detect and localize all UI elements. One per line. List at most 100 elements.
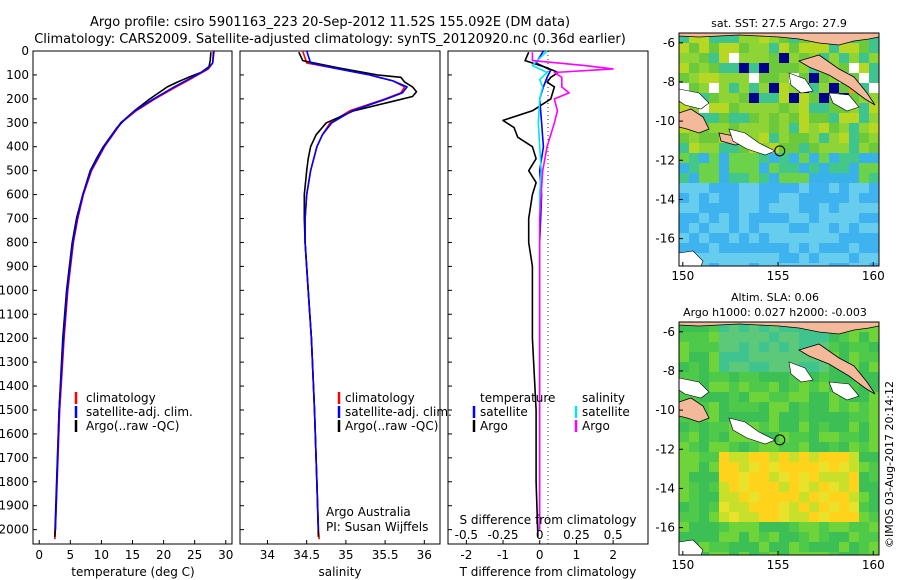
- sla-cell: [779, 322, 789, 332]
- sla-cell: [829, 452, 839, 462]
- sla-cell: [819, 472, 829, 482]
- sst-cell: [709, 193, 719, 203]
- sst-cell: [769, 173, 779, 183]
- sla-cell: [869, 392, 879, 402]
- sst-cell: [749, 173, 759, 183]
- sla-cell: [719, 502, 729, 512]
- sla-cell: [709, 322, 719, 332]
- sst-cell: [729, 63, 739, 73]
- sla-cell: [799, 342, 809, 352]
- sst-cell: [819, 123, 829, 133]
- sst-cell: [739, 263, 749, 266]
- sst-cell: [809, 193, 819, 203]
- x-tick-label: 2: [609, 548, 617, 562]
- s-tick-label: -0.5: [455, 528, 478, 542]
- sla-cell: [869, 522, 879, 532]
- sla-cell: [749, 462, 759, 472]
- sst-map-panel: sat. SST: 27.5 Argo: 27.9 -6-8-10-12-14-…: [655, 17, 884, 283]
- sst-cell: [689, 83, 699, 93]
- sst-cell: [789, 133, 799, 143]
- sst-cell: [799, 123, 809, 133]
- sla-cell: [839, 432, 849, 442]
- sst-cell: [819, 253, 829, 263]
- sst-cell: [729, 153, 739, 163]
- sla-cell: [809, 372, 819, 382]
- sst-cell: [739, 113, 749, 123]
- sst-cell: [699, 233, 709, 243]
- y-tick-label: 100: [6, 68, 29, 82]
- sla-cell: [759, 382, 769, 392]
- sst-cell: [769, 253, 779, 263]
- sla-cell: [689, 532, 699, 542]
- sst-cell: [819, 43, 829, 53]
- sla-cells: [679, 322, 879, 555]
- sst-cell: [719, 93, 729, 103]
- legend-label-t-satellite: satellite: [480, 405, 528, 419]
- sla-cell: [799, 462, 809, 472]
- sst-cell: [709, 203, 719, 213]
- sst-cell: [859, 233, 869, 243]
- sst-cell: [859, 53, 869, 63]
- sla-cell: [819, 392, 829, 402]
- sst-cell: [749, 123, 759, 133]
- x-tick-label: 155: [767, 558, 790, 572]
- sla-cell: [809, 472, 819, 482]
- sst-cell: [729, 223, 739, 233]
- x-tick-label: 25: [187, 548, 202, 562]
- sst-cell: [699, 153, 709, 163]
- x-tick-label: 150: [671, 558, 694, 572]
- sst-cell: [699, 253, 709, 263]
- sla-cell: [869, 372, 879, 382]
- sst-cell: [709, 213, 719, 223]
- sla-cell: [849, 402, 859, 412]
- sst-cell: [709, 163, 719, 173]
- sla-cell: [689, 492, 699, 502]
- sla-cell: [839, 552, 849, 555]
- sla-cell: [779, 542, 789, 552]
- sla-cell: [719, 462, 729, 472]
- sst-map-plot: [679, 33, 879, 266]
- sst-cell: [779, 123, 789, 133]
- sla-cell: [719, 472, 729, 482]
- sla-cell: [719, 512, 729, 522]
- sst-cell: [749, 223, 759, 233]
- sst-cell: [839, 233, 849, 243]
- sla-cell: [749, 362, 759, 372]
- land-mass: [828, 92, 860, 112]
- sla-cell: [869, 382, 879, 392]
- difference-xlabel-top: S difference from climatology: [460, 513, 637, 527]
- sst-cell: [849, 253, 859, 263]
- sst-cell: [819, 83, 829, 93]
- sst-cell: [699, 83, 709, 93]
- sst-cell: [689, 103, 699, 113]
- sst-cell: [859, 263, 869, 266]
- sst-cell: [769, 233, 779, 243]
- sst-cell: [869, 243, 879, 253]
- sst-cell: [859, 213, 869, 223]
- sst-cell: [839, 143, 849, 153]
- sst-cell: [829, 223, 839, 233]
- sla-cell: [739, 322, 749, 332]
- land-mass: [679, 377, 710, 399]
- sst-cell: [719, 123, 729, 133]
- sla-cell: [869, 422, 879, 432]
- sst-cell: [729, 253, 739, 263]
- sla-cell: [749, 472, 759, 482]
- sst-cell: [739, 123, 749, 133]
- sst-cell: [799, 113, 809, 123]
- sla-cell: [829, 342, 839, 352]
- sst-cell: [779, 183, 789, 193]
- sla-cell: [759, 542, 769, 552]
- x-tick-label: 0: [35, 548, 43, 562]
- sla-cell: [809, 392, 819, 402]
- sla-cell: [779, 502, 789, 512]
- sst-cell: [729, 263, 739, 266]
- sst-cell: [869, 153, 879, 163]
- sst-cell: [759, 193, 769, 203]
- sst-cell: [739, 33, 749, 43]
- sla-cell: [799, 542, 809, 552]
- sst-cell: [729, 143, 739, 153]
- sst-cell: [779, 73, 789, 83]
- y-tick-label: 1200: [0, 331, 29, 345]
- sla-cell: [729, 542, 739, 552]
